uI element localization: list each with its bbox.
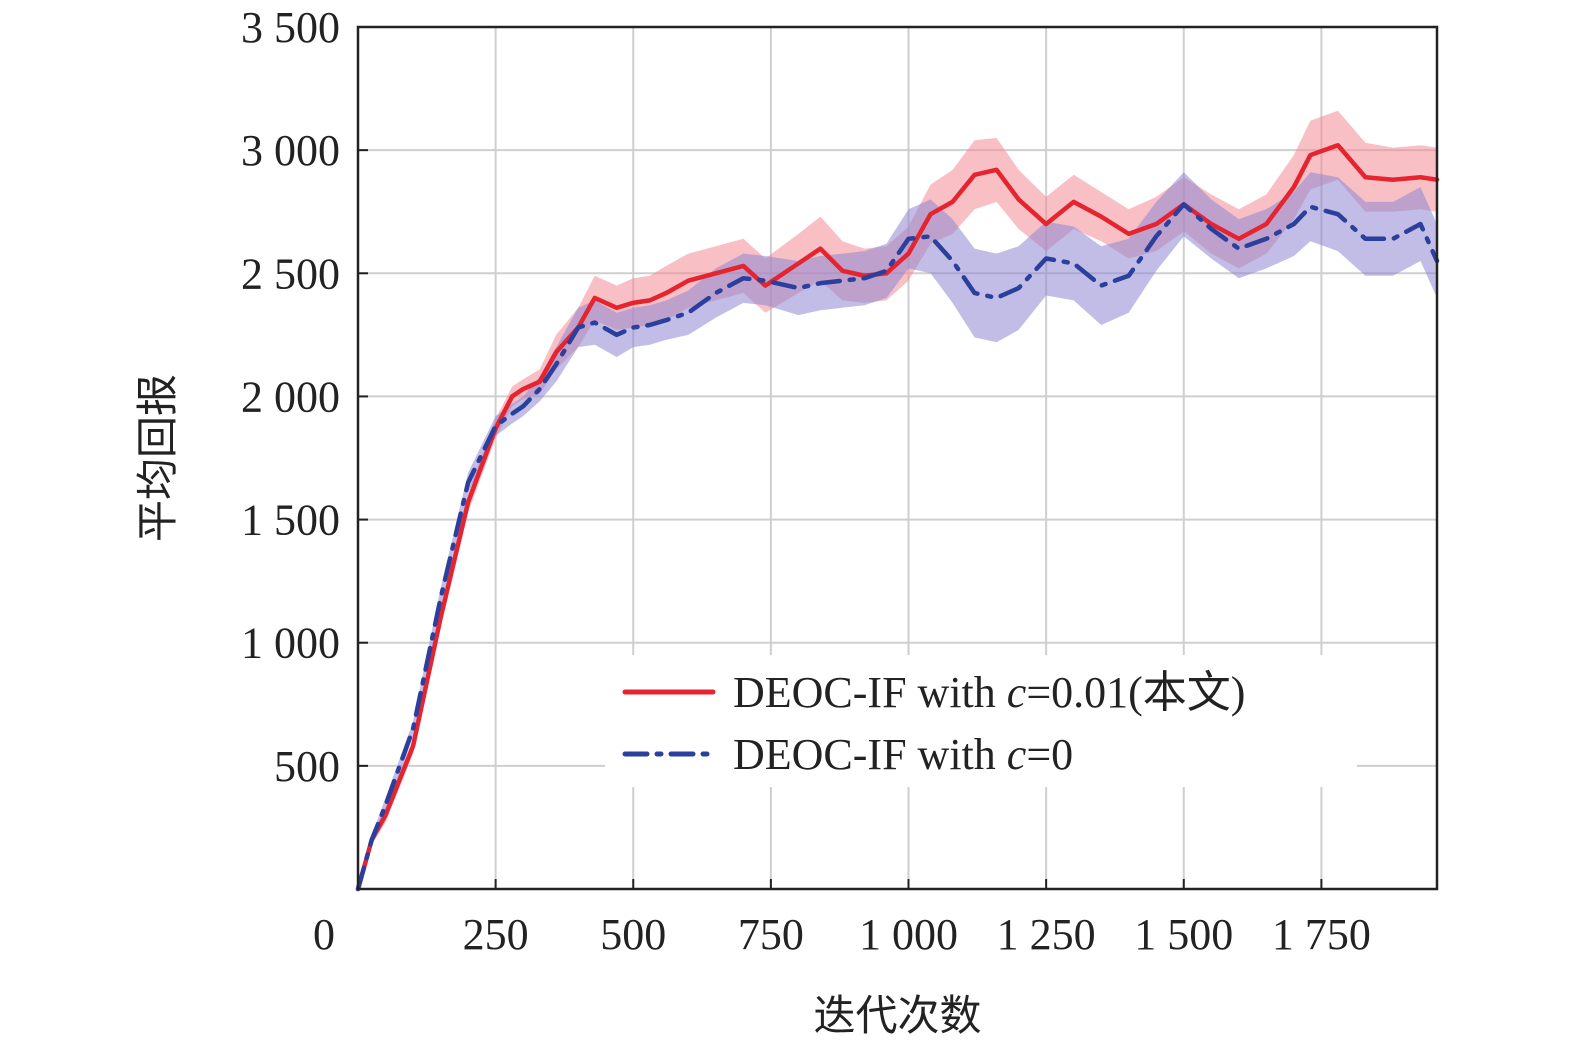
series-lines — [355, 142, 1440, 892]
y-tick-label: 2 500 — [241, 249, 340, 298]
y-tick-label: 3 000 — [241, 126, 340, 175]
y-tick-label: 1 000 — [241, 619, 340, 668]
x-axis-label: 迭代次数 — [813, 991, 981, 1040]
x-tick-label: 1 750 — [1272, 910, 1371, 959]
x-tick-label: 500 — [600, 910, 666, 959]
x-tick-label: 750 — [738, 910, 804, 959]
series-1-line — [355, 142, 1440, 892]
legend-label-2: DEOC-IF with c=0 — [733, 730, 1073, 779]
legend: DEOC-IF with c=0.01(本文) DEOC-IF with c=0 — [605, 655, 1357, 787]
x-tick-label: 250 — [463, 910, 529, 959]
axis-ticks: 0 250 500 750 1 000 1 250 1 500 1 750 500 1 000 1 … — [241, 3, 1371, 959]
y-axis-label: 平均回报 — [133, 374, 182, 542]
x-tick-label: 1 500 — [1134, 910, 1233, 959]
legend-box — [605, 655, 1357, 787]
y-tick-label: 3 500 — [241, 3, 340, 52]
series-2-band — [358, 172, 1437, 889]
y-tick-label: 500 — [274, 742, 340, 791]
y-tick-label: 1 500 — [241, 496, 340, 545]
series-2-line — [355, 202, 1440, 892]
y-tick-label: 2 000 — [241, 372, 340, 421]
x-tick-label: 0 — [313, 910, 335, 959]
plot-frame — [356, 25, 1439, 891]
x-tick-label: 1 000 — [859, 910, 958, 959]
x-tick-label: 1 250 — [997, 910, 1096, 959]
legend-label-1: DEOC-IF with c=0.01(本文) — [733, 668, 1245, 717]
